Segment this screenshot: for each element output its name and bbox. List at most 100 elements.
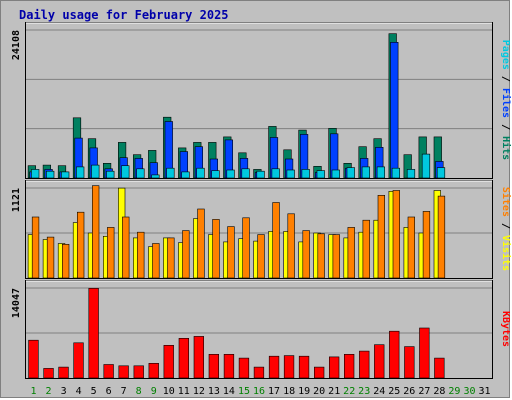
bar-sites-day-4	[77, 211, 85, 279]
bar-pages-day-5	[91, 164, 100, 179]
legend-entry: Visits	[500, 235, 512, 271]
bar-sites-day-13	[212, 219, 220, 279]
bar-kbytes-day-21	[328, 356, 340, 379]
legend-label-visits-sites: Sites / Visits	[500, 187, 512, 271]
bar-kbytes-day-26	[404, 346, 415, 379]
bar-sites-day-14	[227, 226, 235, 279]
bar-sites-day-28	[437, 195, 446, 279]
bar-kbytes-day-7	[118, 365, 129, 379]
bar-pages-day-12	[196, 167, 205, 179]
bar-kbytes-day-12	[193, 336, 204, 379]
x-tick-label: 17	[268, 386, 280, 397]
x-tick-label: 5	[91, 386, 97, 397]
axis-max-label-kbytes: 14047	[11, 288, 22, 318]
bar-kbytes-day-20	[313, 366, 325, 379]
bar-pages-day-2	[46, 170, 55, 179]
x-tick-label: 15	[238, 386, 250, 397]
bar-sites-day-12	[197, 208, 205, 279]
bar-kbytes-day-3	[58, 366, 69, 379]
bar-sites-day-16	[257, 234, 265, 279]
bar-pages-day-21	[331, 169, 340, 179]
legend-label-kbytes: KBytes	[500, 311, 511, 347]
x-tick-label: 13	[208, 386, 220, 397]
x-tick-label: 23	[358, 386, 370, 397]
bar-kbytes-day-25	[389, 330, 400, 379]
bar-pages-day-4	[76, 166, 85, 179]
x-tick-label: 26	[403, 386, 415, 397]
x-tick-label: 10	[163, 386, 175, 397]
x-tick-label: 25	[388, 386, 400, 397]
bar-pages-day-1	[31, 169, 40, 179]
bar-sites-day-27	[422, 211, 431, 279]
bar-kbytes-day-5	[88, 287, 99, 379]
bar-pages-day-23	[361, 166, 371, 179]
legend-entry: Pages	[500, 40, 511, 70]
bar-pages-day-19	[301, 169, 310, 179]
x-tick-label: 7	[121, 386, 127, 397]
bar-pages-day-10	[166, 167, 175, 179]
x-tick-label: 2	[45, 386, 51, 397]
bar-sites-day-22	[347, 227, 355, 279]
bar-pages-day-24	[376, 166, 386, 179]
bar-kbytes-day-23	[359, 350, 370, 379]
x-tick-label: 11	[178, 386, 190, 397]
bar-sites-day-18	[287, 213, 295, 279]
x-tick-label: 9	[151, 386, 157, 397]
bar-pages-day-8	[136, 168, 145, 179]
bar-pages-day-11	[181, 171, 190, 179]
x-tick-label: 29	[448, 386, 460, 397]
bar-kbytes-day-1	[28, 339, 39, 379]
bar-kbytes-day-18	[283, 355, 295, 379]
bar-sites-day-24	[377, 195, 385, 279]
legend-entry: Sites	[500, 187, 512, 217]
bar-pages-day-13	[211, 170, 220, 179]
bar-sites-day-9	[152, 243, 160, 279]
bar-kbytes-day-10	[163, 344, 174, 379]
x-tick-label: 21	[328, 386, 340, 397]
bar-pages-day-27	[421, 153, 431, 179]
bar-pages-day-14	[226, 169, 235, 179]
bar-sites-day-3	[61, 244, 70, 279]
bar-kbytes-day-28	[434, 357, 445, 379]
x-tick-label: 18	[283, 386, 295, 397]
bar-sites-day-6	[107, 227, 115, 279]
bar-kbytes-day-2	[43, 368, 54, 379]
bar-sites-day-2	[46, 236, 55, 279]
bar-kbytes-day-16	[253, 366, 265, 379]
x-tick-label: 4	[76, 386, 82, 397]
bar-sites-day-23	[362, 219, 370, 279]
bar-kbytes-day-27	[419, 327, 430, 379]
legend-entry: /	[500, 118, 511, 136]
bar-sites-day-17	[272, 202, 280, 279]
bar-pages-day-20	[316, 170, 325, 179]
chart-title: Daily usage for February 2025	[19, 8, 229, 22]
legend-entry: /	[500, 217, 511, 235]
x-tick-label: 19	[298, 386, 310, 397]
bar-kbytes-day-15	[238, 357, 250, 379]
bar-sites-day-19	[302, 230, 310, 279]
x-tick-label: 28	[433, 386, 445, 397]
legend-entry: Hits	[500, 136, 512, 160]
bar-kbytes-day-14	[223, 353, 235, 379]
bar-pages-day-28	[436, 167, 446, 179]
bar-files-day-25	[390, 41, 399, 179]
axis-max-label-hits-files-pages: 24108	[11, 30, 22, 60]
bar-pages-day-17	[271, 168, 280, 179]
bar-pages-day-25	[391, 167, 401, 179]
bar-sites-day-25	[392, 190, 400, 279]
x-tick-label: 1	[30, 386, 36, 397]
bar-sites-day-21	[332, 234, 340, 279]
bar-kbytes-day-4	[73, 342, 84, 379]
x-tick-label: 6	[106, 386, 112, 397]
bar-kbytes-day-11	[178, 337, 189, 379]
legend-entry: KBytes	[500, 311, 511, 347]
x-tick-label: 31	[478, 386, 490, 397]
legend-label-hits-files-pages: Pages / Files / Hits	[500, 40, 512, 160]
x-tick-label: 14	[223, 386, 235, 397]
bar-pages-day-7	[121, 165, 130, 179]
bar-pages-day-15	[241, 168, 250, 179]
bar-kbytes-day-8	[133, 365, 144, 379]
x-tick-label: 20	[313, 386, 325, 397]
bar-sites-day-1	[31, 216, 40, 279]
